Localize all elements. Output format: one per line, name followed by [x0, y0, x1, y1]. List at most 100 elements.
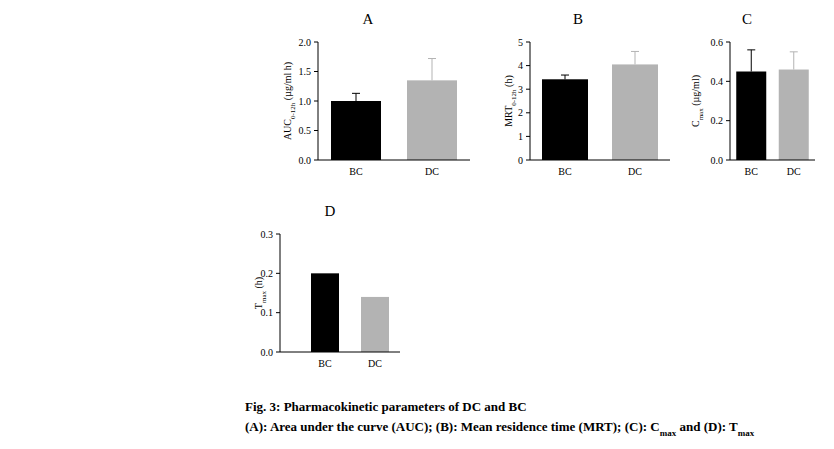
- error-bar: [428, 59, 436, 81]
- y-label-sub: max: [260, 291, 268, 304]
- y-tick: [526, 42, 530, 43]
- y-label-unit: (µg/ml): [690, 75, 702, 108]
- y-tick: [726, 160, 730, 161]
- marks: [736, 50, 809, 160]
- x-tick-label: DC: [425, 166, 439, 177]
- error-stem: [432, 59, 433, 81]
- x-tick-label: BC: [745, 166, 759, 177]
- caption-text: (A): Area under the curve (AUC); (B): Me…: [245, 419, 755, 438]
- y-label-unit: (µg/ml h): [282, 62, 294, 103]
- y-tick: [314, 130, 318, 131]
- y-tick-label: 0.0: [299, 155, 312, 166]
- error-cap: [790, 51, 798, 52]
- y-tick-label: 0.6: [711, 37, 724, 48]
- chart-panel: B012345BCDCMRT0-12h (h): [503, 11, 670, 177]
- chart-panel: D0.00.10.20.3BCDCTmax (h): [253, 203, 400, 369]
- y-tick: [314, 101, 318, 102]
- bar: [736, 72, 766, 161]
- panel-title: A: [363, 11, 374, 27]
- bar: [331, 101, 381, 160]
- bar: [612, 64, 658, 160]
- error-cap: [631, 51, 639, 52]
- y-axis-label: AUC0-12h (µg/ml h): [282, 62, 297, 140]
- error-cap: [352, 93, 360, 94]
- error-bar: [352, 93, 360, 101]
- y-label-sub: 0-12h: [289, 102, 297, 119]
- panel-title: B: [573, 11, 583, 27]
- y-tick-label: 0.3: [261, 229, 274, 240]
- error-stem: [751, 50, 752, 72]
- y-axis: [730, 42, 731, 160]
- y-label-unit: (h): [503, 75, 515, 89]
- y-tick-label: 0.0: [711, 155, 724, 166]
- x-axis: [318, 160, 470, 161]
- x-tick-label: DC: [787, 166, 801, 177]
- y-axis-label: Cmax (µg/ml): [690, 75, 705, 127]
- error-stem: [565, 75, 566, 79]
- error-cap: [561, 75, 569, 76]
- y-tick: [276, 234, 280, 235]
- y-tick-label: 4: [518, 60, 523, 71]
- error-cap: [747, 49, 755, 50]
- y-axis-label: MRT0-12h (h): [503, 75, 518, 127]
- x-axis: [530, 160, 670, 161]
- y-tick: [276, 273, 280, 274]
- y-tick: [314, 42, 318, 43]
- chart-panel: C0.00.20.40.6BCDCCmax (µg/ml): [690, 11, 815, 177]
- y-tick-label: 0: [518, 155, 523, 166]
- figure: A0.00.51.01.52.0BCDCAUC0-12h (µg/ml h)B0…: [0, 0, 834, 449]
- x-axis: [730, 160, 815, 161]
- error-cap: [428, 58, 436, 59]
- error-bar: [631, 51, 639, 64]
- bar: [779, 70, 809, 160]
- bar: [361, 297, 389, 352]
- y-tick-label: 5: [518, 37, 523, 48]
- error-bar: [790, 52, 798, 70]
- caption-sub: max: [660, 428, 677, 438]
- x-tick-label: BC: [318, 358, 332, 369]
- y-tick: [726, 120, 730, 121]
- bar: [407, 80, 457, 160]
- y-tick-label: 0.0: [261, 347, 274, 358]
- x-tick-label: DC: [628, 166, 642, 177]
- y-tick-label: 1.0: [299, 96, 312, 107]
- y-tick: [726, 81, 730, 82]
- y-tick: [526, 160, 530, 161]
- y-tick: [526, 89, 530, 90]
- y-label-sub: 0-12h: [510, 89, 518, 106]
- error-stem: [793, 52, 794, 70]
- y-tick: [314, 71, 318, 72]
- y-tick: [526, 112, 530, 113]
- error-stem: [635, 51, 636, 64]
- y-tick-label: 0.5: [299, 125, 312, 136]
- y-axis: [280, 234, 281, 352]
- y-tick: [526, 136, 530, 137]
- y-tick-label: 1.5: [299, 66, 312, 77]
- y-tick-label: 2.0: [299, 37, 312, 48]
- y-label-text: MRT: [503, 106, 514, 127]
- y-label-sub: max: [697, 108, 705, 121]
- y-label-unit: (h): [253, 277, 265, 291]
- chart-panel: A0.00.51.01.52.0BCDCAUC0-12h (µg/ml h): [282, 11, 470, 177]
- panel-title: C: [742, 11, 752, 27]
- y-tick-label: 1: [518, 131, 523, 142]
- error-bar: [747, 50, 755, 72]
- caption-title: Fig. 3: Pharmacokinetic parameters of DC…: [245, 399, 527, 414]
- y-tick: [526, 65, 530, 66]
- marks: [311, 273, 389, 352]
- y-tick: [314, 160, 318, 161]
- y-tick: [276, 352, 280, 353]
- y-tick-label: 2: [518, 107, 523, 118]
- y-label-text: AUC: [282, 119, 293, 140]
- error-bar: [561, 75, 569, 79]
- x-tick-label: BC: [558, 166, 572, 177]
- caption-sub: max: [738, 428, 755, 438]
- y-tick: [276, 312, 280, 313]
- error-stem: [356, 93, 357, 101]
- bar: [542, 79, 588, 160]
- x-axis: [280, 352, 400, 353]
- y-axis: [530, 42, 531, 160]
- marks: [542, 51, 658, 160]
- caption-run: (A): Area under the curve (AUC); (B): Me…: [245, 419, 660, 434]
- panel-title: D: [325, 203, 336, 219]
